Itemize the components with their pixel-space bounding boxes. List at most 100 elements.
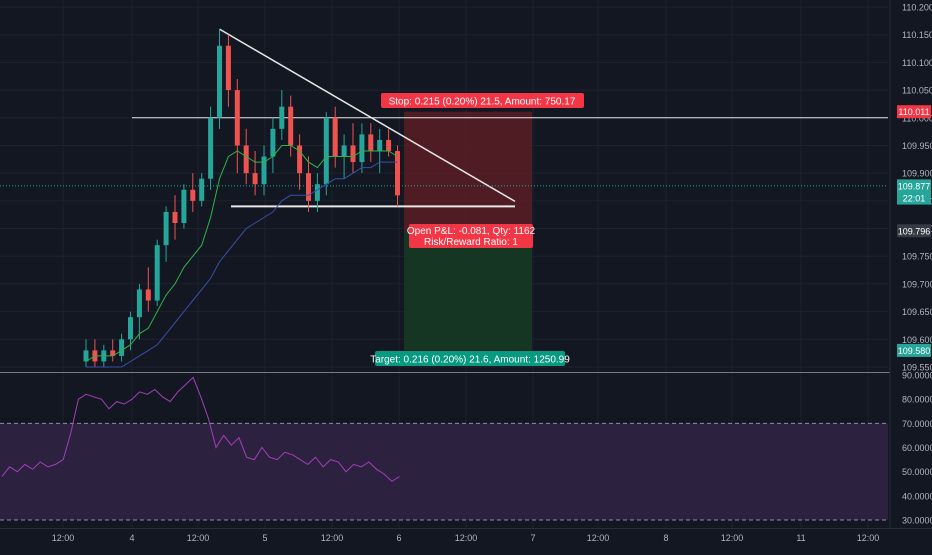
candle [279,90,285,140]
candle [288,95,294,157]
price-tick-label: 110.200 [902,3,932,13]
stop-zone [404,111,532,231]
price-tick-label: 110.100 [902,58,932,68]
trend-lines [0,28,888,208]
candle-body [359,134,365,163]
moving-averages [85,145,398,368]
candle [261,145,267,196]
candle-body [208,117,214,179]
time-tick-label: 12:00 [187,533,210,543]
candle [145,267,151,312]
candle [110,339,116,362]
price-label: 109.796 [898,226,931,236]
candle-body [306,173,311,201]
candle [359,123,365,174]
candle-body [181,189,187,223]
time-tick-label: 12:00 [857,533,880,543]
price-tick-label: 109.750 [902,252,932,262]
candle-body [386,139,392,151]
candle-body [234,90,240,146]
candle [128,311,133,351]
candle [332,106,338,168]
candle-body [261,156,267,185]
price-label: 22:01 [903,194,926,204]
candle-body [332,117,338,157]
candle [217,29,222,129]
rsi-tick-label: 40.0000 [902,491,932,501]
candle-body [225,45,231,91]
candle [234,79,240,174]
target-label: Target: 0.216 (0.20%) 21.6, Amount: 1250… [370,355,570,366]
candle [119,333,125,362]
time-tick-label: 11 [796,533,805,543]
price-tick-label: 109.600 [902,335,932,345]
rsi-band-fill [0,423,888,520]
candle-body [341,145,347,157]
time-tick-label: 12:00 [52,533,75,543]
candle [83,339,89,367]
price-tick-label: 109.900 [902,169,932,179]
candle [323,112,329,196]
pnl-label-line1: Open P&L: -0.081, Qty: 1162 [407,226,536,237]
rsi-band [0,422,888,521]
rsi-line [1,376,400,482]
price-label-box [897,343,931,357]
price-label-box [897,191,931,205]
time-tick-label: 6 [396,533,401,543]
time-tick-label: 12:00 [321,533,344,543]
price-label-box [897,179,931,193]
candle-body [350,145,356,163]
candle-body [270,128,276,157]
target-label-box [375,351,565,366]
stop-label-box [381,93,584,108]
candle-body [190,189,196,201]
candle-body [297,145,303,174]
candle-body [243,145,249,174]
rsi-series [1,376,400,482]
candle-body [395,151,400,196]
candle [297,134,303,190]
target-zone [404,230,532,351]
candle-body [145,289,151,301]
candle [163,206,169,262]
price-label: 110.011 [898,107,929,117]
rsi-tick-label: 70.0000 [902,419,932,429]
candle-body [323,117,329,185]
candle [368,123,374,163]
candle-body [377,139,383,151]
ema-slow-line [86,161,398,368]
candle [199,173,205,207]
candle [386,128,392,157]
candle-body [279,106,285,129]
pnl-label-box [409,224,533,248]
time-tick-label: 12:00 [587,533,610,543]
candle-body [136,289,142,318]
price-tick-label: 109.650 [902,307,932,317]
time-tick-label: 5 [262,533,267,543]
candle-body [128,317,133,340]
time-tick-label: 4 [129,533,134,543]
candle-body [314,184,320,201]
candle-body [119,339,125,356]
candle [181,184,187,229]
candle [136,283,142,340]
candle [306,156,311,212]
ema-fast-line [85,145,398,362]
candle-body [252,173,258,185]
time-tick-label: 12:00 [721,533,744,543]
time-tick-label: 8 [663,533,668,543]
rsi-tick-label: 90.0000 [902,371,932,381]
rsi-tick-label: 30.0000 [902,516,932,526]
candle [208,106,214,190]
price-tick-label: 110.000 [902,113,932,123]
candle-body [110,350,116,356]
candle-body [172,211,178,223]
candle-body [288,106,294,146]
candle [172,195,178,240]
candle [225,34,231,107]
price-label: 109.877 [898,181,931,191]
rsi-tick-label: 60.0000 [902,443,932,453]
